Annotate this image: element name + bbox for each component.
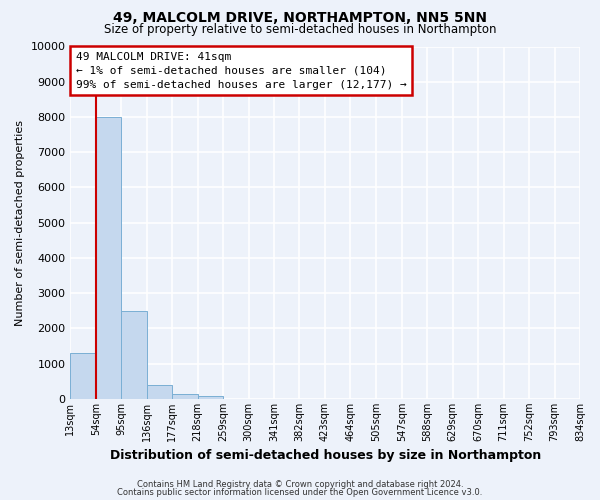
X-axis label: Distribution of semi-detached houses by size in Northampton: Distribution of semi-detached houses by …: [110, 450, 541, 462]
Text: 49, MALCOLM DRIVE, NORTHAMPTON, NN5 5NN: 49, MALCOLM DRIVE, NORTHAMPTON, NN5 5NN: [113, 11, 487, 25]
Text: Size of property relative to semi-detached houses in Northampton: Size of property relative to semi-detach…: [104, 22, 496, 36]
Bar: [172, 394, 197, 399]
Text: 49 MALCOLM DRIVE: 41sqm
← 1% of semi-detached houses are smaller (104)
99% of se: 49 MALCOLM DRIVE: 41sqm ← 1% of semi-det…: [76, 52, 406, 90]
Text: Contains HM Land Registry data © Crown copyright and database right 2024.: Contains HM Land Registry data © Crown c…: [137, 480, 463, 489]
Bar: [121, 311, 147, 399]
Bar: [147, 385, 172, 399]
Bar: [70, 353, 96, 399]
Y-axis label: Number of semi-detached properties: Number of semi-detached properties: [15, 120, 25, 326]
Bar: [197, 396, 223, 399]
Text: Contains public sector information licensed under the Open Government Licence v3: Contains public sector information licen…: [118, 488, 482, 497]
Bar: [96, 117, 121, 399]
